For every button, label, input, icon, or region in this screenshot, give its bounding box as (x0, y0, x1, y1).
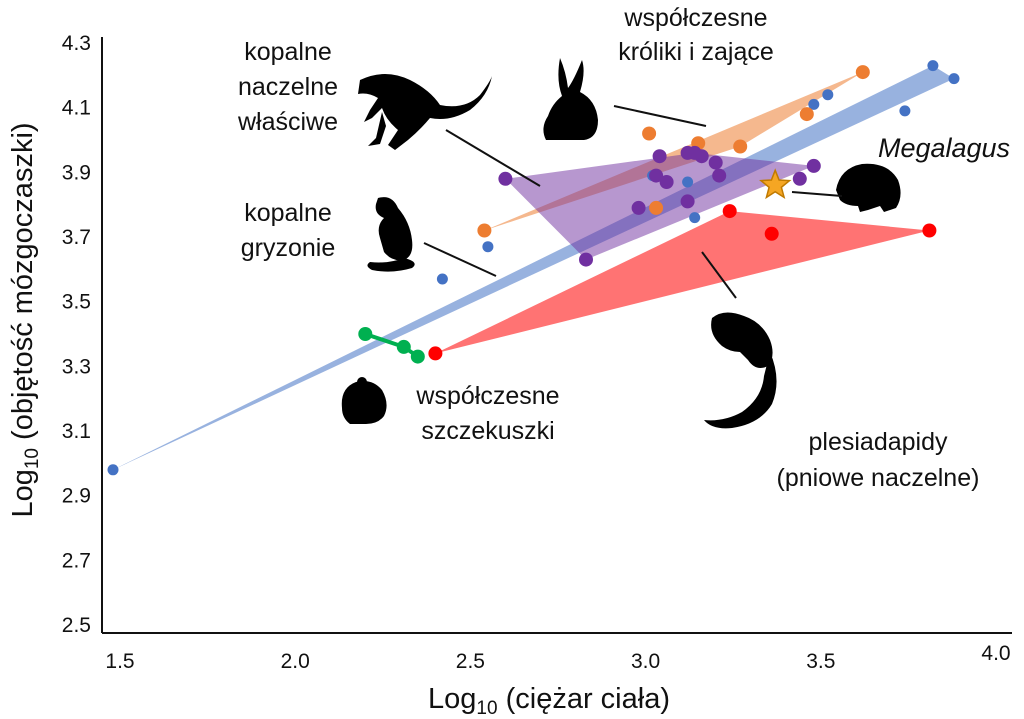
point-plesiadapidy-3 (922, 223, 937, 238)
axes: 2.5 2.7 2.9 3.1 3.3 3.5 3.7 3.9 4.1 4.3 1.5 2.0 2.5 3… (7, 32, 1012, 719)
point-kopalne_gryzonie-8 (948, 73, 960, 85)
leader-line-primates (445, 129, 541, 187)
pika-silhouette-icon (341, 377, 387, 424)
annotation-3-line-0: kopalne (244, 199, 332, 227)
point-kroliki-1 (642, 126, 657, 141)
point-plesiadapidy-2 (764, 226, 779, 241)
annotation-4-line-1: szczekuszki (421, 417, 554, 445)
point-kroliki-5 (855, 65, 870, 80)
point-kopalne_gryzonie-5 (822, 89, 834, 101)
point-naczelne-12 (680, 194, 695, 209)
rabbit-silhouette-icon (543, 58, 598, 140)
point-kopalne_gryzonie-0 (107, 464, 119, 476)
point-naczelne-6 (806, 158, 821, 173)
point-kroliki-6 (649, 200, 664, 215)
y-axis-title: Log10 (objętość mózgoczaszki) (7, 122, 43, 517)
y-tick-label-1: 2.7 (62, 549, 91, 572)
plesiadapid-silhouette-icon (704, 312, 777, 429)
point-naczelne-5 (687, 145, 702, 160)
annotation-2-line-0: Megalagus (878, 133, 1010, 163)
y-tick-label-8: 4.1 (62, 97, 91, 120)
leader-line-megalagus (791, 191, 843, 197)
hull-kroliki (484, 72, 863, 231)
x-tick-label-4: 3.5 (806, 650, 835, 673)
annotation-5-line-0: plesiadapidy (809, 428, 948, 456)
y-tick-label-4: 3.3 (62, 355, 91, 378)
point-naczelne-1 (652, 149, 667, 164)
leader-lines (423, 105, 843, 299)
point-plesiadapidy-0 (428, 346, 443, 361)
y-tick-label-3: 3.1 (62, 420, 91, 443)
leader-line-rodents (423, 242, 497, 277)
point-kopalne_gryzonie-6 (899, 105, 911, 117)
annotation-0-line-2: właściwe (237, 108, 338, 136)
x-tick-label-3: 3.0 (631, 650, 660, 673)
megalagus-silhouette-icon (836, 163, 901, 212)
annotation-0-line-0: kopalne (244, 38, 332, 66)
point-naczelne-13 (579, 252, 593, 267)
annotation-5-line-1: (pniowe naczelne) (777, 464, 980, 492)
point-naczelne-0 (498, 171, 513, 186)
point-kopalne_gryzonie-4 (808, 98, 820, 110)
point-szczekuszki-1 (396, 339, 411, 354)
silhouettes (341, 58, 901, 429)
y-tick-label-6: 3.7 (62, 226, 91, 249)
point-kopalne_gryzonie-2 (482, 241, 494, 253)
point-kopalne_gryzonie-1 (436, 273, 448, 285)
point-naczelne-9 (659, 175, 674, 189)
point-naczelne-10 (649, 168, 664, 183)
point-naczelne-7 (792, 171, 807, 186)
point-kroliki-0 (477, 223, 492, 238)
annotation-1-line-1: króliki i zające (618, 38, 774, 66)
group-points (107, 60, 960, 476)
y-tick-label-2: 2.9 (62, 485, 91, 508)
leader-line-plesiadapids (701, 251, 737, 299)
primate-silhouette-icon (358, 74, 492, 150)
x-tick-label-2: 2.5 (456, 650, 485, 673)
y-tick-label-7: 3.9 (62, 161, 91, 184)
point-naczelne-11 (631, 200, 646, 215)
point-kopalne_gryzonie-3 (689, 212, 701, 224)
annotation-1-line-0: współczesne (623, 4, 767, 32)
rodent-silhouette-icon (367, 197, 415, 272)
point-szczekuszki-0 (358, 327, 373, 341)
annotation-0-line-1: naczelne (238, 73, 338, 101)
point-naczelne-8 (712, 168, 727, 183)
x-axis-title: Log10 (ciężar ciała) (428, 683, 670, 719)
leader-line-rabbits (613, 105, 707, 127)
y-tick-label-5: 3.5 (62, 291, 91, 314)
point-szczekuszki-2 (410, 349, 425, 364)
point-kopalne_gryzonie-10 (682, 176, 694, 188)
x-tick-label-5: 4.0 (981, 642, 1010, 665)
group-hulls (113, 65, 954, 470)
x-tick-label-1: 2.0 (281, 650, 310, 673)
annotation-3-line-1: gryzonie (241, 234, 336, 262)
x-tick-label-0: 1.5 (105, 650, 134, 673)
hull-plesiadapidy (435, 211, 930, 354)
point-plesiadapidy-1 (722, 204, 737, 219)
point-kroliki-3 (733, 139, 748, 154)
y-tick-label-9: 4.3 (62, 32, 91, 55)
point-megalagus-star (759, 168, 792, 200)
annotations: kopalne naczelne właściwe współczesne królik… (237, 4, 1010, 492)
y-tick-label-0: 2.5 (62, 614, 91, 637)
annotation-4-line-0: współczesne (415, 382, 559, 410)
point-kroliki-4 (799, 107, 814, 122)
point-kopalne_gryzonie-7 (927, 60, 939, 72)
point-naczelne-4 (708, 155, 723, 170)
